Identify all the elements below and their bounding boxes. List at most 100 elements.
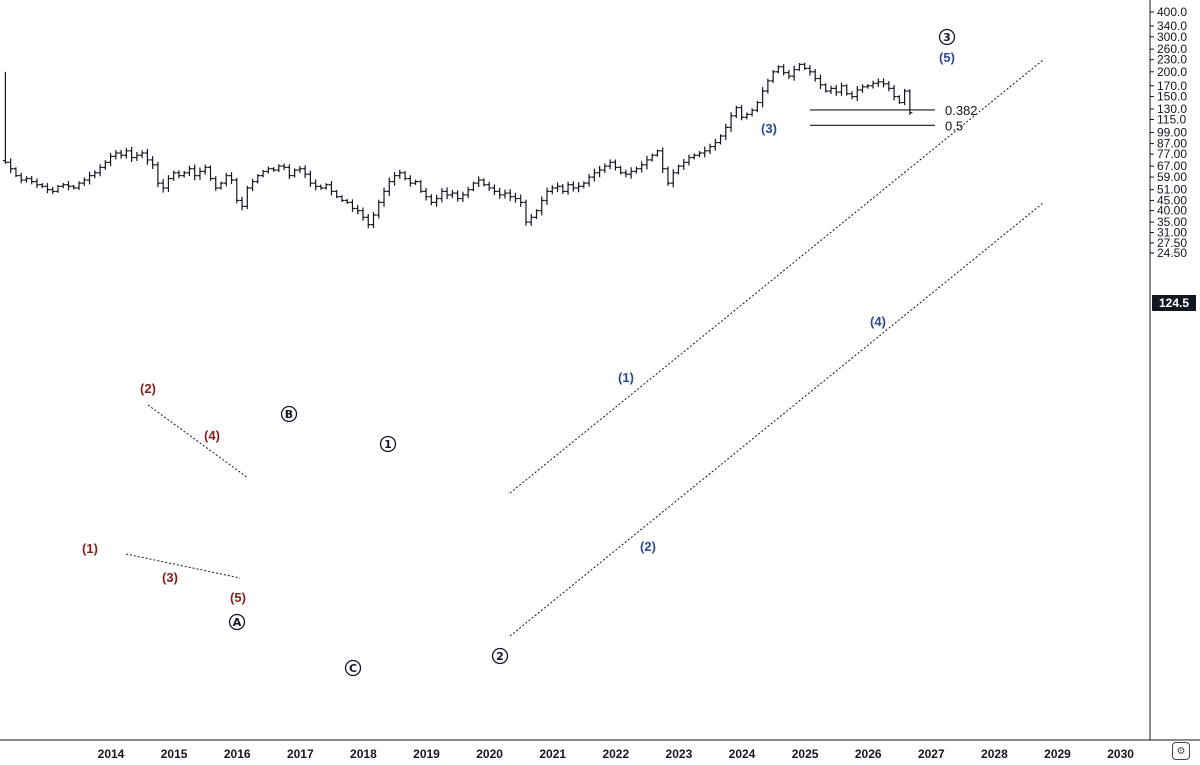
ohlc-bar <box>534 209 540 219</box>
ohlc-bar <box>102 160 108 170</box>
y-tick-label: 77.00 <box>1157 147 1187 161</box>
ohlc-bar <box>854 85 860 102</box>
y-tick-label: 130.0 <box>1157 102 1187 116</box>
x-tick-label: 2024 <box>729 747 756 761</box>
ohlc-bar <box>97 164 103 177</box>
ohlc-bar <box>223 172 229 187</box>
ohlc-bar <box>349 199 355 212</box>
ohlc-bar <box>144 148 150 165</box>
ohlc-bar <box>118 149 124 159</box>
ohlc-bar <box>549 185 555 195</box>
ohlc-bar <box>823 83 829 93</box>
ohlc-bar <box>423 187 429 201</box>
ohlc-bar <box>576 182 582 193</box>
ohlc-bar <box>670 169 676 188</box>
ohlc-bar <box>749 108 755 117</box>
ohlc-bar <box>197 167 203 181</box>
ohlc-bar <box>449 189 455 199</box>
ohlc-bar <box>817 74 823 90</box>
blue-wave-label: (4) <box>870 314 886 329</box>
ohlc-bar <box>160 178 166 193</box>
ohlc-bar <box>844 84 850 96</box>
ohlc-bar <box>218 181 224 190</box>
ohlc-bar <box>55 184 61 193</box>
ohlc-bar <box>313 179 319 191</box>
ohlc-bar <box>392 171 398 186</box>
ohlc-bar <box>44 183 50 194</box>
ohlc-bar <box>581 181 587 189</box>
ohlc-bar <box>176 170 182 179</box>
ohlc-bar <box>207 165 213 181</box>
ohlc-bar <box>276 164 282 173</box>
ohlc-bar <box>50 187 56 195</box>
ohlc-bar <box>570 181 576 192</box>
x-tick-label: 2022 <box>602 747 629 761</box>
red-wave-label: (3) <box>162 570 178 585</box>
ohlc-bar <box>66 181 72 191</box>
blue-wave-label: (1) <box>618 370 634 385</box>
settings-icon: ⚙ <box>1176 745 1186 757</box>
fib-level-label: 0.382 <box>945 103 978 118</box>
ohlc-bar <box>907 89 913 115</box>
ohlc-bar <box>896 95 902 105</box>
ohlc-bar <box>134 151 140 162</box>
ohlc-bar <box>271 167 277 172</box>
ohlc-bar <box>39 182 45 189</box>
ohlc-bar <box>34 178 40 189</box>
ohlc-bar <box>2 71 8 164</box>
red-wave-label: (4) <box>204 428 220 443</box>
ohlc-bar <box>460 191 466 202</box>
ohlc-bar <box>828 85 834 94</box>
fib-level-label: 0.5 <box>945 118 963 133</box>
ohlc-bar <box>376 199 382 219</box>
ohlc-bar <box>339 195 345 203</box>
ohlc-bar <box>307 170 313 187</box>
blue-wave-label: (3) <box>761 121 777 136</box>
ohlc-bar <box>123 147 129 159</box>
x-tick-label: 2028 <box>981 747 1008 761</box>
ohlc-bar <box>428 194 434 206</box>
ohlc-bar <box>265 166 271 174</box>
ohlc-bar <box>281 163 287 171</box>
ohlc-bar <box>470 181 476 192</box>
triangle-upper-line <box>147 404 249 479</box>
ohlc-bar <box>334 190 340 199</box>
y-tick-label: 59.00 <box>1157 170 1187 184</box>
ohlc-bar <box>381 187 387 207</box>
ohlc-bar <box>92 170 98 179</box>
channel-upper-line <box>509 59 1044 494</box>
ohlc-bar <box>108 152 114 167</box>
ohlc-bar <box>644 155 650 170</box>
x-tick-label: 2026 <box>855 747 882 761</box>
ohlc-bar <box>812 68 818 82</box>
ohlc-bar <box>770 70 776 83</box>
ohlc-bar <box>439 187 445 203</box>
ohlc-bar <box>81 177 87 186</box>
ohlc-bar <box>838 82 844 96</box>
red-wave-label: (5) <box>230 590 246 605</box>
ohlc-bar <box>244 185 250 210</box>
trend-lines <box>125 59 1044 637</box>
ohlc-bar <box>555 182 561 193</box>
ohlc-bar <box>586 173 592 187</box>
ohlc-bar <box>796 63 802 72</box>
ohlc-bar <box>71 185 77 190</box>
svg-text:B: B <box>285 408 293 421</box>
ohlc-bar <box>807 65 813 76</box>
ohlc-bar <box>707 143 713 155</box>
ohlc-bar <box>402 171 408 181</box>
ohlc-bar <box>602 163 608 174</box>
ohlc-bars <box>2 62 913 229</box>
red-wave-label: (2) <box>140 381 156 396</box>
chart-settings-button[interactable]: ⚙ <box>1172 742 1190 760</box>
y-tick-label: 200.0 <box>1157 65 1187 79</box>
blue-wave-label: (5) <box>939 50 955 65</box>
ohlc-bar <box>765 78 771 94</box>
ohlc-bar <box>612 159 618 171</box>
ohlc-bar <box>744 112 750 120</box>
y-tick-label: 115.0 <box>1157 113 1186 127</box>
ohlc-bar <box>865 83 871 89</box>
x-tick-label: 2025 <box>792 747 819 761</box>
